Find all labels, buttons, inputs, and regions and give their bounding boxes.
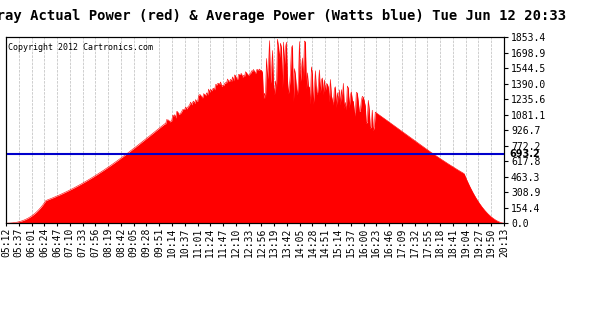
Text: Copyright 2012 Cartronics.com: Copyright 2012 Cartronics.com bbox=[8, 43, 154, 52]
Text: 693.2: 693.2 bbox=[509, 148, 541, 159]
Text: East Array Actual Power (red) & Average Power (Watts blue) Tue Jun 12 20:33: East Array Actual Power (red) & Average … bbox=[0, 9, 566, 23]
